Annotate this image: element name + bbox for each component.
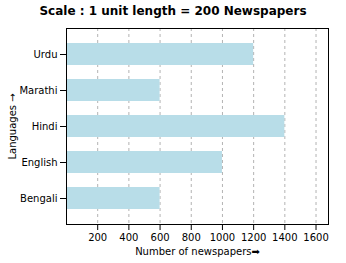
svg-text:Hindi: Hindi	[32, 121, 58, 132]
svg-text:800: 800	[182, 232, 201, 243]
svg-text:200: 200	[88, 232, 107, 243]
svg-text:1400: 1400	[272, 232, 297, 243]
svg-text:Urdu: Urdu	[34, 49, 58, 60]
svg-text:600: 600	[151, 232, 170, 243]
svg-text:Number of newspapers➡: Number of newspapers➡	[135, 246, 260, 257]
svg-text:1200: 1200	[241, 232, 266, 243]
svg-text:400: 400	[119, 232, 138, 243]
svg-text:Marathi: Marathi	[19, 85, 57, 96]
svg-text:Languages →: Languages →	[7, 93, 18, 159]
svg-text:1600: 1600	[303, 232, 328, 243]
svg-text:English: English	[21, 157, 57, 168]
svg-text:Bengali: Bengali	[20, 193, 57, 204]
html-text:Scale : 1 unit length = 200 Ne: Scale : 1 unit length = 200 Newspapers	[39, 4, 307, 18]
svg-text:1000: 1000	[210, 232, 235, 243]
